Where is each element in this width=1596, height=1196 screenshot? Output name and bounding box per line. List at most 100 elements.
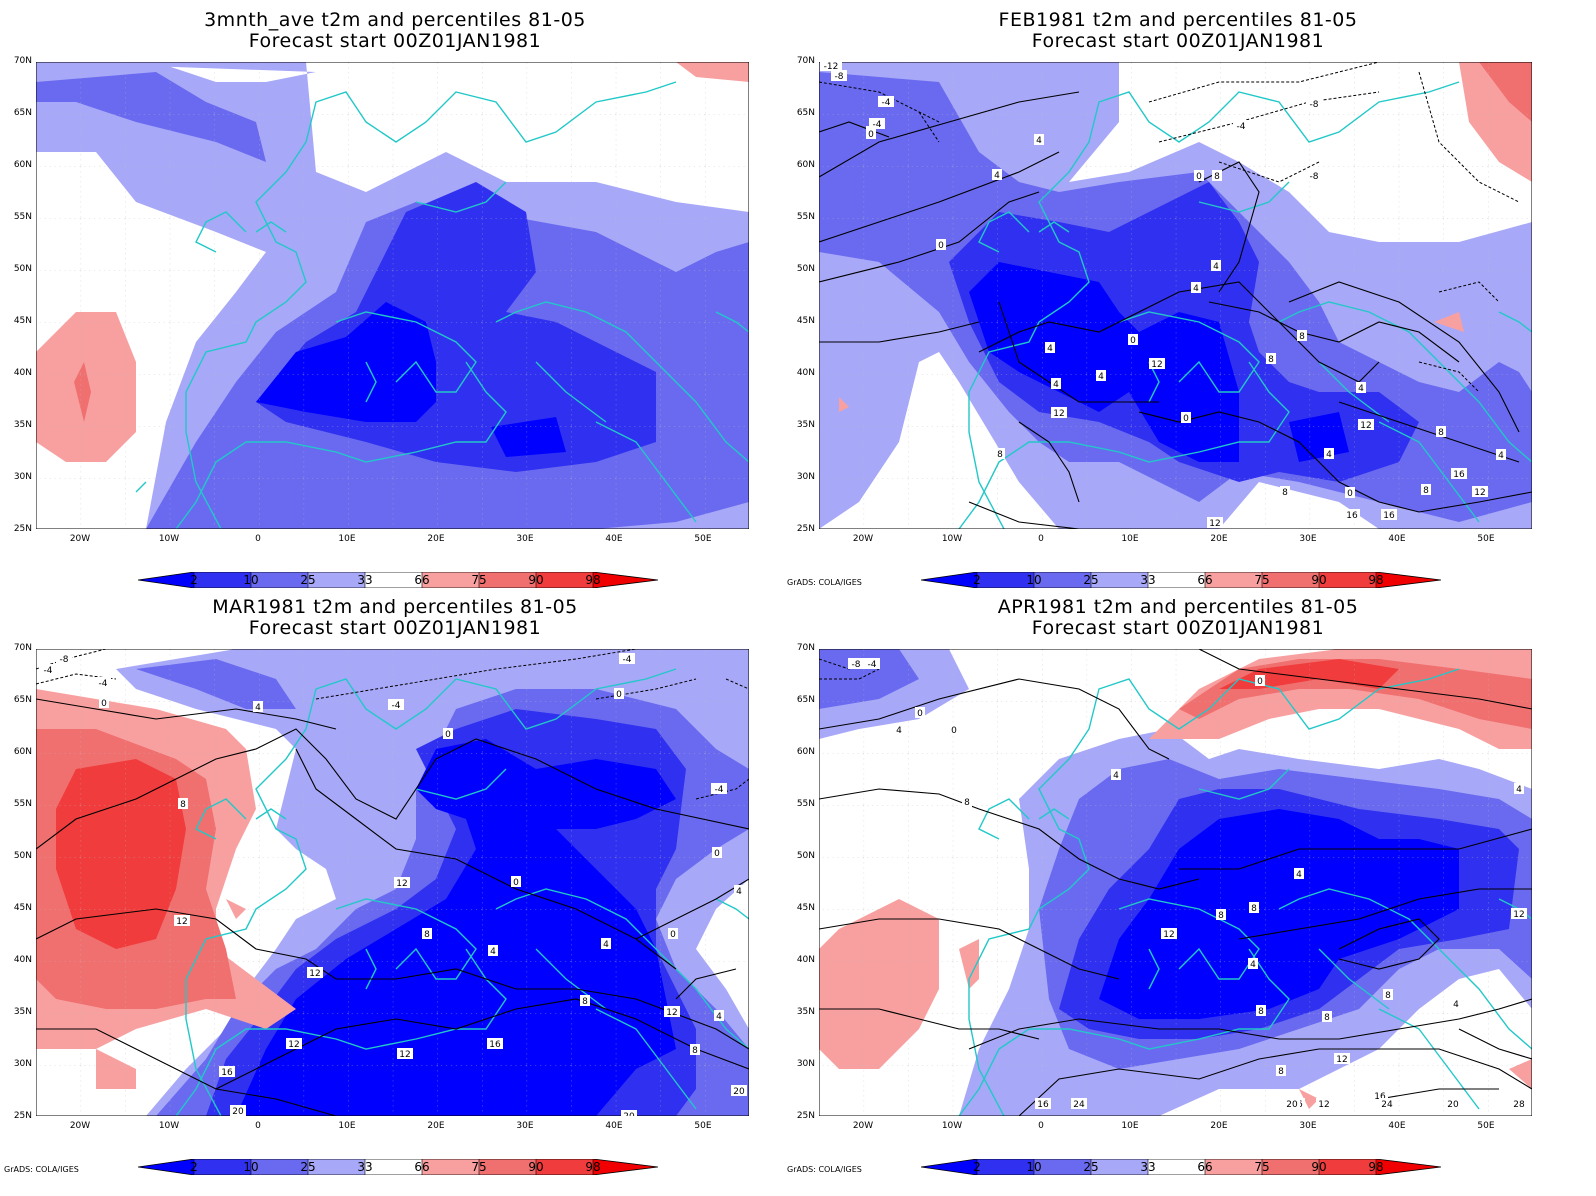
contour-label-text: 16 [1453, 470, 1465, 480]
contour-label: -4 [388, 699, 404, 711]
contour-label: 0 [936, 239, 946, 251]
contour-label-text: 4 [716, 1012, 722, 1022]
colorbar-label: 90 [1311, 573, 1327, 587]
contour-label: -8 [1306, 170, 1322, 182]
colorbar-label: 75 [471, 1160, 487, 1174]
contour-label: 12 [1149, 358, 1165, 370]
lat-label: 35N [13, 420, 32, 430]
contour-label-text: 12 [1318, 1100, 1329, 1110]
contour-label: 28 [1511, 1098, 1527, 1110]
contour-label-text: 12 [1474, 488, 1485, 498]
colorbar [921, 572, 1441, 588]
contour-label: 12 [1511, 908, 1527, 920]
lat-label: 30N [13, 472, 32, 482]
lon-label: 20W [69, 534, 91, 544]
contour-label-text: 12 [288, 1040, 299, 1050]
lon-label: 50E [694, 1121, 712, 1131]
contour-label: 8 [178, 798, 188, 810]
contour-label-text: 0 [938, 241, 944, 251]
contour-label: 8 [1436, 426, 1446, 438]
colorbar-label: 10 [1026, 573, 1042, 587]
lat-label: 45N [13, 903, 32, 913]
lat-label: 50N [796, 851, 815, 861]
coastline [135, 81, 749, 529]
contour-label-text: 16 [1346, 511, 1358, 521]
lat-label: 30N [796, 472, 815, 482]
contour-label-text: 28 [1513, 1100, 1525, 1110]
panel-title: 3mnth_ave t2m and percentiles 81-05 [204, 9, 586, 31]
contour-label: 0 [1255, 675, 1265, 687]
lat-label: 70N [13, 643, 32, 653]
contour-label-text: 20 [733, 1087, 745, 1097]
contour-label: 8 [1421, 484, 1431, 496]
contour-label: 4 [714, 1010, 724, 1022]
contour-label: 16 [219, 1066, 235, 1078]
contour-label-text: 12 [1151, 360, 1162, 370]
contour-label-text: 0 [868, 130, 874, 140]
contour-label: 12 [1161, 928, 1177, 940]
contour-label-text: 4 [1516, 785, 1522, 795]
contour-label-text: 0 [101, 699, 107, 709]
contour-label-text: 4 [896, 726, 902, 736]
lon-label: 10E [338, 534, 356, 544]
lon-label: 0 [1038, 1121, 1044, 1131]
contour-label: 8 [995, 448, 1005, 460]
panel-mar1981: MAR1981 t2m and percentiles 81-05 Foreca… [0, 587, 790, 1185]
contour-label: 4 [1356, 382, 1366, 394]
lat-label: 70N [796, 56, 815, 66]
contour-label: 8 [1266, 353, 1276, 365]
contour-label: 0 [99, 697, 109, 709]
lon-label: 50E [1477, 534, 1495, 544]
colorbar-label: 98 [1368, 1160, 1384, 1174]
map-plot: -8-4-404-4-400-4801200481244081241212121… [36, 649, 749, 1116]
lon-label: 10E [1121, 534, 1139, 544]
colorbar-label: 90 [528, 1160, 544, 1174]
contour-label: 20 [230, 1105, 246, 1116]
colorbar-label: 98 [585, 573, 601, 587]
lat-label: 50N [796, 264, 815, 274]
panel-feb1981: FEB1981 t2m and percentiles 81-05 Foreca… [783, 0, 1573, 598]
contour-lines-negative [819, 62, 1520, 393]
colorbar-label: 33 [1140, 1160, 1156, 1174]
contour-label-text: -8 [1310, 172, 1319, 182]
contour-label-text: 12 [666, 1008, 677, 1018]
contour-label: -4 [711, 783, 727, 795]
contour-label: 0 [1345, 487, 1355, 499]
lat-label: 25N [13, 1111, 32, 1121]
contour-label: 4 [1324, 448, 1334, 460]
contour-label-text: 20 [1447, 1100, 1459, 1110]
contour-label-text: -8 [60, 655, 69, 665]
colorbar-label: 75 [1254, 573, 1270, 587]
contour-label: 12 [174, 915, 190, 927]
lat-label: 40N [13, 368, 32, 378]
contour-label: 4 [1514, 783, 1524, 795]
lat-label: 30N [13, 1059, 32, 1069]
contour-label: -4 [619, 653, 635, 665]
contour-lines [36, 698, 749, 1116]
contour-label: 0 [614, 688, 624, 700]
contour-label-text: 16 [221, 1068, 233, 1078]
lon-label: 40E [605, 534, 623, 544]
contour-label: 20 [731, 1085, 747, 1097]
colorbar-label: 98 [1368, 573, 1384, 587]
lat-label: 25N [796, 1111, 815, 1121]
contour-label-text: 4 [1358, 384, 1364, 394]
contour-label: 0 [1181, 412, 1191, 424]
contour-label: 8 [1216, 909, 1226, 921]
contour-label-text: 8 [1385, 991, 1391, 1001]
lat-label: 40N [13, 955, 32, 965]
panel-subtitle: Forecast start 00Z01JAN1981 [248, 617, 542, 639]
contour-label: 16 [1372, 1090, 1388, 1102]
contour-label: -4 [40, 664, 56, 676]
lat-label: 50N [13, 851, 32, 861]
lat-label: 50N [13, 264, 32, 274]
contour-label: 8 [580, 995, 590, 1007]
lon-label: 10W [158, 1121, 180, 1131]
contour-label-text: -4 [868, 660, 877, 670]
contour-label: 0 [443, 728, 453, 740]
contour-label: 8 [962, 796, 972, 808]
contour-label-text: 20 [232, 1107, 244, 1116]
colorbar-label: 2 [973, 1160, 981, 1174]
lon-label: 40E [605, 1121, 623, 1131]
lon-label: 10E [338, 1121, 356, 1131]
